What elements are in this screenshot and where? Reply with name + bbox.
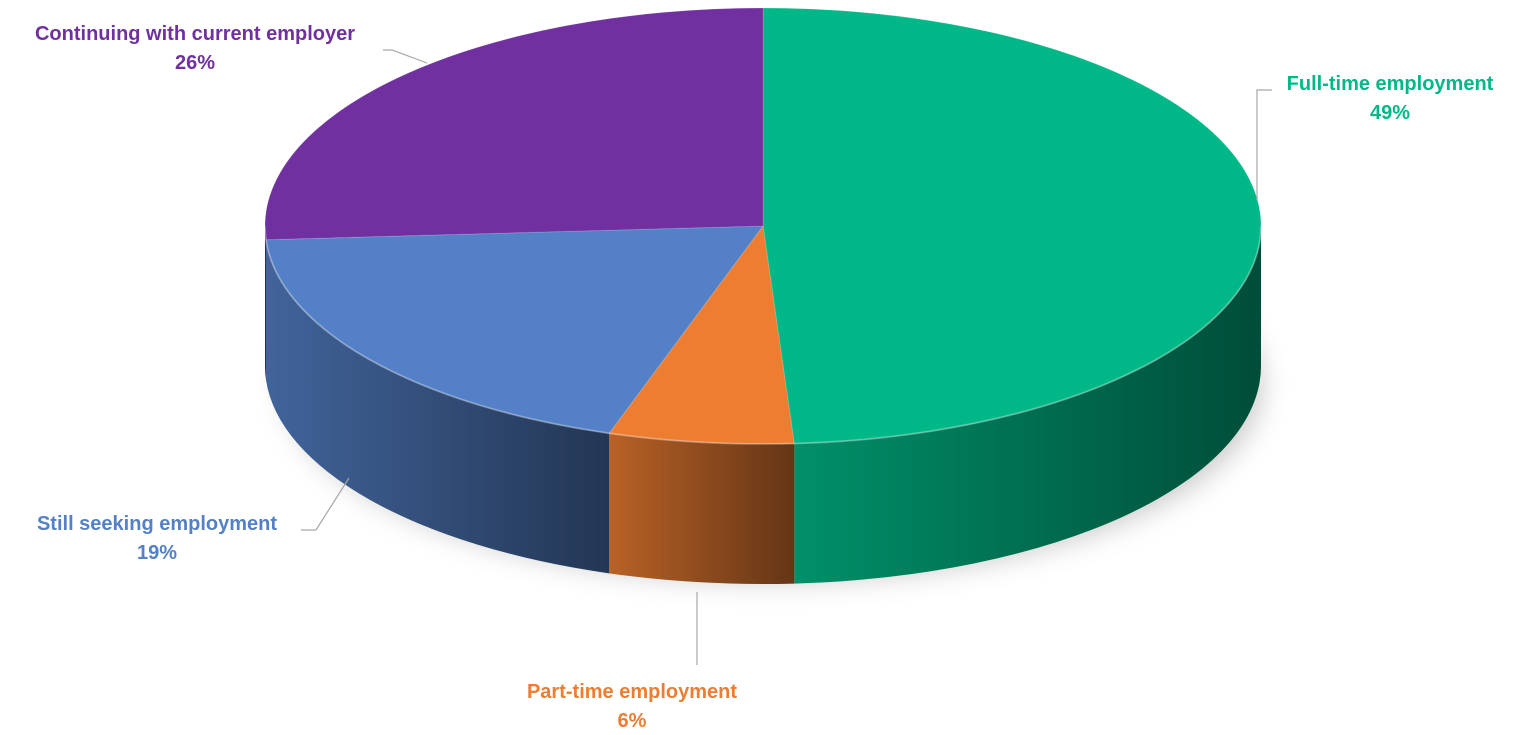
leader-line-continuing-with-current-employer — [383, 49, 428, 64]
pie-tops — [264, 7, 1262, 445]
data-label-value-part-time-employment: 6% — [618, 710, 647, 732]
data-label-name-still-seeking-employment: Still seeking employment — [37, 513, 277, 535]
pie-slice-continuing-with-current-employer — [264, 7, 764, 241]
data-label-value-continuing-with-current-employer: 26% — [175, 52, 215, 74]
data-label-name-part-time-employment: Part-time employment — [527, 681, 737, 703]
data-label-name-continuing-with-current-employer: Continuing with current employer — [35, 23, 355, 45]
leader-line-still-seeking-employment — [301, 477, 350, 531]
pie-side-still-seeking-employment — [265, 239, 610, 574]
data-label-name-full-time-employment: Full-time employment — [1287, 73, 1494, 95]
pie-side-continuing-with-current-employer — [265, 226, 266, 380]
data-label-value-full-time-employment: 49% — [1370, 102, 1410, 124]
pie-slice-still-seeking-employment — [265, 225, 765, 434]
pie-slice-full-time-employment — [762, 7, 1262, 445]
pie-side-part-time-employment — [609, 433, 795, 584]
pie-side-full-time-employment — [794, 226, 1261, 584]
data-labels: Full-time employment 49% Part-time employm… — [35, 23, 1494, 732]
leader-lines — [301, 49, 1272, 665]
pie-slice-part-time-employment — [608, 224, 795, 445]
pie-sides — [265, 226, 1261, 584]
pie-rim-highlight — [264, 225, 1262, 445]
data-label-value-still-seeking-employment: 19% — [137, 542, 177, 564]
leader-line-full-time-employment — [1256, 89, 1272, 200]
